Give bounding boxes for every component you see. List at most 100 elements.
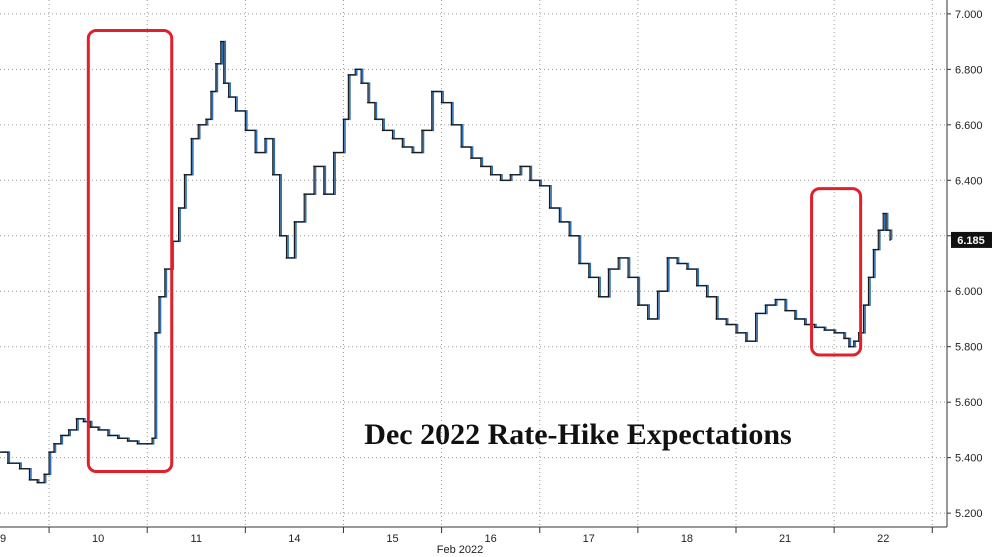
data-point <box>53 442 55 445</box>
data-point <box>271 173 274 176</box>
data-point <box>548 207 551 209</box>
data-point <box>715 318 718 320</box>
data-point <box>214 62 217 65</box>
data-point <box>264 137 266 140</box>
data-point <box>666 257 669 259</box>
x-tick-label: 22 <box>877 533 889 545</box>
data-point <box>332 151 335 154</box>
data-point <box>285 257 288 259</box>
data-point <box>347 73 350 76</box>
data-point <box>126 440 129 442</box>
y-tick-label: 5.800 <box>955 342 983 354</box>
data-point <box>89 426 92 429</box>
data-point <box>847 345 850 348</box>
data-point <box>107 434 109 437</box>
data-point <box>744 340 747 343</box>
series-group <box>0 40 893 484</box>
data-point <box>774 298 777 301</box>
data-point <box>509 173 512 176</box>
data-point <box>843 337 845 340</box>
data-point <box>867 276 870 279</box>
data-point <box>529 179 531 182</box>
data-point <box>67 429 70 431</box>
data-point <box>360 82 363 85</box>
data-point <box>219 40 222 43</box>
data-point <box>597 295 600 298</box>
data-point <box>833 331 836 334</box>
data-point <box>197 123 200 126</box>
y-tick-label: 5.200 <box>955 508 983 520</box>
data-point <box>889 239 891 241</box>
y-tick-label: 5.600 <box>955 397 983 409</box>
data-point <box>607 268 610 270</box>
data-point <box>882 212 885 215</box>
data-point <box>578 262 580 265</box>
last-value-text: 6.185 <box>957 235 985 247</box>
data-point <box>313 165 315 168</box>
data-point <box>210 90 212 93</box>
data-point <box>43 473 46 476</box>
series-line-primary <box>0 41 891 484</box>
y-tick-label: 5.400 <box>955 453 983 465</box>
data-point <box>82 420 85 423</box>
data-point <box>499 179 502 182</box>
data-point <box>636 304 639 307</box>
data-point <box>183 173 186 176</box>
data-point <box>877 229 880 232</box>
data-point <box>234 110 237 112</box>
data-point <box>154 331 156 334</box>
x-tick-label: 09 <box>0 533 6 545</box>
data-point <box>48 451 50 454</box>
data-point <box>97 429 100 431</box>
data-point <box>470 157 472 160</box>
data-point <box>18 467 21 470</box>
data-point <box>479 165 482 168</box>
data-point <box>254 151 257 154</box>
data-point <box>872 248 875 251</box>
y-tick-label: 6.600 <box>955 120 983 132</box>
data-point <box>190 137 193 140</box>
data-point <box>440 101 443 104</box>
data-point <box>158 295 160 298</box>
x-axis-ticks: 09 10 11 14 15 16 17 18 21 22 <box>0 527 933 545</box>
data-point <box>136 442 139 445</box>
data-point <box>116 437 119 440</box>
x-axis-label: Feb 2022 <box>437 544 483 556</box>
data-point <box>222 82 225 85</box>
data-point <box>293 220 296 223</box>
highlight-box <box>86 29 174 474</box>
data-point <box>59 434 62 437</box>
data-point <box>391 137 394 140</box>
data-point <box>695 284 698 287</box>
y-axis-ticks: 5.2005.4005.6005.8006.0006.2006.4006.600… <box>947 9 983 520</box>
data-point <box>303 193 306 196</box>
x-tick-label: 15 <box>386 533 398 545</box>
data-point <box>75 417 78 420</box>
data-point <box>322 193 325 196</box>
data-point <box>0 451 1 454</box>
data-point <box>401 146 404 148</box>
data-point <box>686 268 688 270</box>
data-point <box>705 295 708 298</box>
data-point <box>205 118 207 121</box>
x-tick-label: 14 <box>288 533 300 545</box>
data-point <box>857 331 860 334</box>
data-point <box>646 318 649 320</box>
data-point <box>450 123 453 126</box>
data-point <box>793 318 796 320</box>
highlight-box <box>810 187 863 357</box>
highlight-boxes <box>86 29 863 474</box>
data-point <box>36 481 39 484</box>
x-tick-label: 17 <box>583 533 595 545</box>
last-value-badge: 6.185 <box>951 231 992 248</box>
data-point <box>411 151 414 154</box>
data-point <box>519 165 522 168</box>
y-tick-label: 7.000 <box>955 9 983 21</box>
data-point <box>764 304 767 307</box>
data-point <box>6 462 9 465</box>
x-tick-label: 18 <box>681 533 693 545</box>
data-point <box>852 340 855 343</box>
data-point <box>735 331 737 334</box>
data-point <box>489 173 492 176</box>
